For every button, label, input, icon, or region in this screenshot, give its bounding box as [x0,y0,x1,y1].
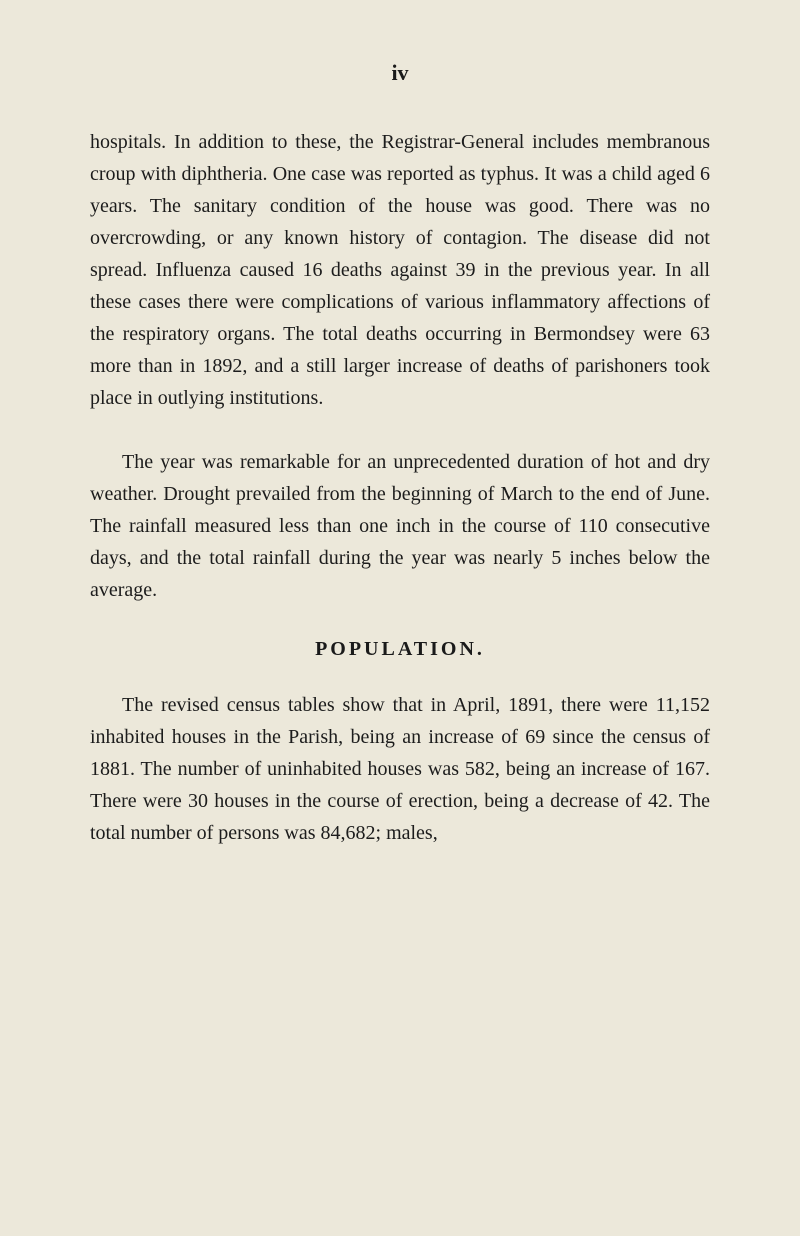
body-paragraph: hospitals. In addition to these, the Reg… [90,126,710,414]
body-paragraph: The revised census tables show that in A… [90,689,710,849]
page-number: iv [90,60,710,86]
section-heading-population: POPULATION. [90,638,710,661]
body-paragraph: The year was remarkable for an unprecede… [90,446,710,606]
document-page: iv hospitals. In addition to these, the … [0,0,800,941]
